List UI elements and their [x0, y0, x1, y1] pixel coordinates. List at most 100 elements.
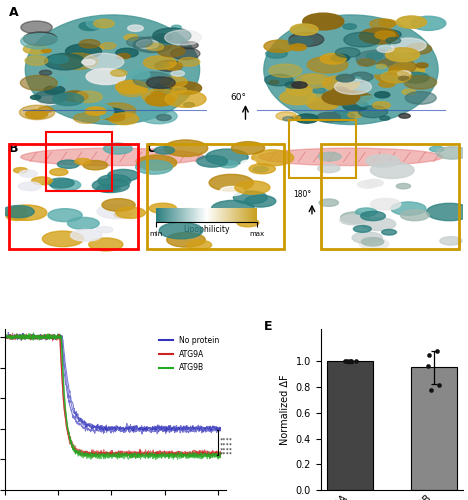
- Ellipse shape: [253, 166, 268, 172]
- Ellipse shape: [165, 90, 206, 108]
- Ellipse shape: [158, 46, 185, 56]
- Ellipse shape: [358, 180, 377, 188]
- Text: B: B: [9, 142, 19, 155]
- Ellipse shape: [362, 218, 396, 230]
- Ellipse shape: [265, 74, 293, 86]
- Ellipse shape: [30, 96, 41, 100]
- Ellipse shape: [67, 218, 99, 230]
- Ellipse shape: [356, 96, 384, 108]
- Ellipse shape: [102, 198, 135, 211]
- Ellipse shape: [155, 60, 183, 72]
- Ellipse shape: [322, 90, 359, 105]
- Ellipse shape: [399, 76, 409, 80]
- Ellipse shape: [95, 46, 104, 50]
- Ellipse shape: [288, 37, 313, 47]
- Ellipse shape: [391, 38, 426, 52]
- Ellipse shape: [79, 22, 101, 30]
- Text: ****: ****: [219, 442, 233, 448]
- Text: Lipophilicity: Lipophilicity: [183, 224, 230, 234]
- Ellipse shape: [359, 238, 389, 250]
- Ellipse shape: [178, 183, 194, 189]
- Ellipse shape: [14, 168, 28, 173]
- Ellipse shape: [366, 154, 400, 168]
- Ellipse shape: [35, 90, 67, 104]
- Ellipse shape: [286, 85, 312, 96]
- Ellipse shape: [370, 198, 401, 210]
- Ellipse shape: [97, 108, 125, 120]
- Ellipse shape: [171, 70, 184, 76]
- Ellipse shape: [49, 56, 68, 64]
- Ellipse shape: [165, 30, 201, 45]
- Ellipse shape: [249, 164, 275, 174]
- Ellipse shape: [79, 40, 100, 48]
- Ellipse shape: [146, 77, 175, 88]
- Ellipse shape: [154, 146, 175, 154]
- Ellipse shape: [317, 112, 341, 122]
- Ellipse shape: [108, 170, 139, 181]
- Ellipse shape: [50, 82, 60, 86]
- Ellipse shape: [159, 222, 203, 239]
- Ellipse shape: [290, 44, 306, 51]
- Ellipse shape: [386, 38, 401, 44]
- Ellipse shape: [42, 231, 83, 246]
- Ellipse shape: [307, 56, 348, 73]
- Text: 180°: 180°: [294, 190, 312, 198]
- Ellipse shape: [308, 94, 326, 102]
- Ellipse shape: [51, 180, 80, 190]
- Ellipse shape: [89, 238, 123, 251]
- Bar: [321, 144, 459, 249]
- Ellipse shape: [183, 102, 194, 107]
- Ellipse shape: [26, 110, 48, 118]
- Ellipse shape: [280, 90, 316, 104]
- Ellipse shape: [396, 184, 410, 189]
- Ellipse shape: [358, 106, 388, 118]
- Ellipse shape: [83, 160, 108, 170]
- Ellipse shape: [318, 152, 341, 161]
- Ellipse shape: [146, 44, 164, 51]
- Ellipse shape: [6, 205, 47, 220]
- Ellipse shape: [31, 177, 52, 184]
- Ellipse shape: [332, 88, 349, 94]
- Ellipse shape: [234, 191, 267, 204]
- Ellipse shape: [399, 114, 410, 118]
- Ellipse shape: [375, 92, 390, 98]
- Ellipse shape: [375, 68, 412, 83]
- Ellipse shape: [397, 71, 411, 76]
- Ellipse shape: [292, 82, 307, 88]
- Ellipse shape: [73, 103, 114, 120]
- Ellipse shape: [366, 65, 388, 74]
- Ellipse shape: [75, 158, 91, 164]
- Ellipse shape: [416, 63, 428, 68]
- Ellipse shape: [92, 178, 129, 192]
- Ellipse shape: [322, 76, 359, 91]
- Ellipse shape: [386, 48, 419, 62]
- Ellipse shape: [133, 72, 172, 88]
- Ellipse shape: [370, 19, 395, 29]
- Ellipse shape: [52, 93, 84, 106]
- Ellipse shape: [377, 46, 394, 52]
- Ellipse shape: [25, 56, 48, 65]
- Ellipse shape: [144, 56, 176, 69]
- Ellipse shape: [124, 34, 139, 40]
- Ellipse shape: [307, 98, 339, 110]
- Ellipse shape: [343, 100, 368, 111]
- Ellipse shape: [361, 238, 384, 246]
- Ellipse shape: [187, 240, 212, 250]
- Ellipse shape: [116, 207, 146, 218]
- Ellipse shape: [269, 80, 279, 84]
- Ellipse shape: [167, 232, 205, 247]
- Ellipse shape: [352, 232, 382, 243]
- Ellipse shape: [39, 70, 51, 76]
- Ellipse shape: [241, 160, 256, 166]
- Ellipse shape: [290, 24, 318, 36]
- Ellipse shape: [344, 32, 380, 47]
- Ellipse shape: [335, 80, 372, 94]
- Ellipse shape: [396, 16, 426, 28]
- Ellipse shape: [245, 195, 276, 207]
- Ellipse shape: [139, 108, 177, 124]
- Ellipse shape: [154, 62, 169, 68]
- Ellipse shape: [264, 40, 294, 52]
- Ellipse shape: [140, 72, 163, 82]
- Ellipse shape: [285, 82, 301, 88]
- Ellipse shape: [391, 202, 426, 215]
